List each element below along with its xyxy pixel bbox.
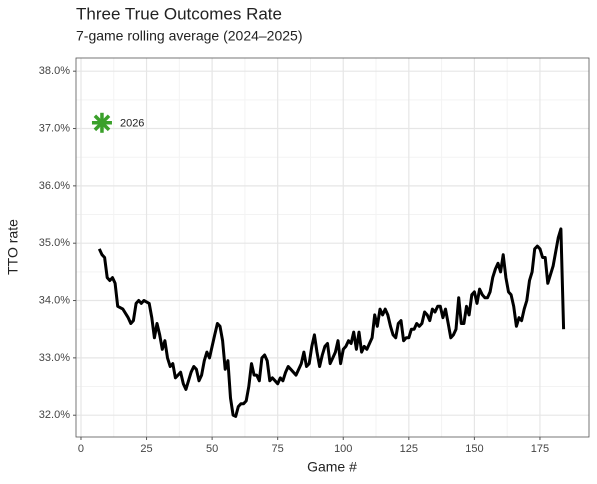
x-tick-label: 150: [465, 443, 483, 455]
asterisk-stroke: [93, 114, 111, 132]
x-tick-label: 175: [531, 443, 549, 455]
x-tick-label: 50: [206, 443, 218, 455]
x-tick-label: 25: [140, 443, 152, 455]
y-tick-label: 36.0%: [39, 180, 70, 192]
y-tick-label: 32.0%: [39, 409, 70, 421]
panel-border: [75, 57, 590, 438]
chart-title: Three True Outcomes Rate: [76, 4, 282, 23]
y-axis-label: TTO rate: [5, 219, 21, 275]
line: [97, 227, 566, 418]
y-tick-label: 33.0%: [39, 352, 70, 364]
x-tick-label: 125: [400, 443, 418, 455]
chart-subtitle: 7-game rolling average (2024–2025): [76, 28, 302, 44]
y-tick-label: 38.0%: [39, 65, 70, 77]
y-tick-label: 37.0%: [39, 122, 70, 134]
x-tick-label: 0: [78, 443, 84, 455]
y-tick-label: 34.0%: [39, 294, 70, 306]
x-axis-label: Game #: [307, 459, 357, 475]
annotation-marker: [91, 112, 112, 133]
annotation-label: 2026: [120, 118, 144, 130]
y-tick-label: 35.0%: [39, 237, 70, 249]
x-tick-label: 75: [272, 443, 284, 455]
x-tick-label: 100: [334, 443, 352, 455]
